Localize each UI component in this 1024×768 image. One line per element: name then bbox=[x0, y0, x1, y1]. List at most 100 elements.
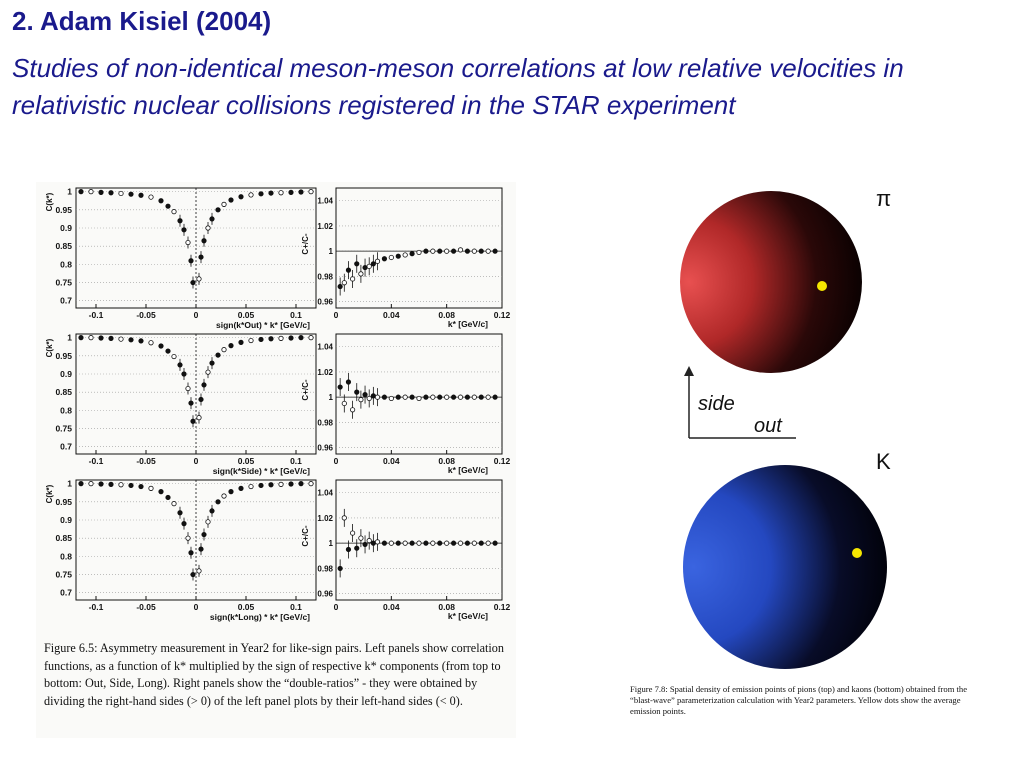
cf-data-point bbox=[248, 483, 254, 490]
cf-data-point bbox=[118, 336, 124, 342]
cf-data-point bbox=[88, 335, 94, 341]
ratio-data-point bbox=[366, 538, 372, 544]
ratio-ytick-label: 0.96 bbox=[317, 298, 333, 307]
ratio-xtick-label: 0.12 bbox=[494, 456, 511, 466]
cf-data-point bbox=[177, 362, 183, 368]
cf-data-point bbox=[118, 190, 124, 197]
ratio-data-point bbox=[430, 248, 436, 254]
ratio-data-point bbox=[450, 248, 457, 254]
cf-data-point bbox=[288, 481, 294, 487]
ratio-xtick-label: 0.12 bbox=[494, 310, 511, 320]
ratio-data-point bbox=[430, 394, 436, 400]
ratio-data-point bbox=[492, 394, 498, 400]
cf-data-point bbox=[190, 418, 196, 424]
ratio-data-point bbox=[337, 565, 343, 572]
ratio-data-point bbox=[337, 384, 343, 390]
ratio-data-point bbox=[444, 394, 450, 400]
cf-data-point bbox=[177, 218, 183, 224]
cf-ytick-label: 1 bbox=[67, 479, 72, 489]
cf-ytick-label: 0.9 bbox=[60, 515, 72, 525]
ratio-data-point bbox=[492, 248, 498, 254]
cf-data-point bbox=[228, 197, 234, 203]
cf-data-point bbox=[201, 238, 207, 244]
cf-data-point bbox=[298, 481, 304, 487]
cf-data-point bbox=[248, 337, 254, 344]
ratio-data-point bbox=[464, 248, 471, 254]
ratio-data-point bbox=[388, 540, 394, 546]
ratio-data-point bbox=[345, 546, 352, 553]
cf-data-point bbox=[221, 347, 227, 353]
ratio-ytick-label: 0.98 bbox=[317, 564, 333, 573]
cf-ytick-label: 0.7 bbox=[60, 442, 72, 452]
cf-xtick-label: -0.05 bbox=[136, 602, 156, 612]
cf-data-point bbox=[165, 203, 171, 209]
ratio-xtick-label: 0.04 bbox=[383, 456, 400, 466]
cf-data-point bbox=[205, 225, 211, 231]
cf-data-point bbox=[138, 338, 144, 344]
cf-data-point bbox=[258, 482, 264, 489]
cf-data-point bbox=[98, 481, 104, 487]
ratio-frame bbox=[335, 187, 503, 309]
cf-data-point bbox=[188, 400, 194, 406]
cf-data-point bbox=[198, 254, 204, 260]
cf-ytick-label: 0.85 bbox=[55, 533, 72, 543]
ratio-ytick-label: 1 bbox=[329, 393, 334, 402]
cf-xtick-label: -0.05 bbox=[136, 310, 156, 320]
ratio-data-point bbox=[362, 541, 368, 548]
ratio-data-point bbox=[374, 258, 381, 264]
ratio-data-point bbox=[381, 256, 388, 262]
cf-data-point bbox=[196, 415, 202, 421]
cf-data-point bbox=[185, 535, 191, 541]
cf-data-point bbox=[158, 489, 164, 495]
cf-data-point bbox=[88, 189, 94, 195]
out-axis-label: out bbox=[754, 415, 783, 437]
ratio-xtick-label: 0 bbox=[334, 310, 339, 320]
cf-data-point bbox=[190, 279, 196, 286]
ratio-data-point bbox=[437, 248, 443, 254]
cf-data-point bbox=[185, 239, 191, 246]
ratio-data-point bbox=[485, 540, 491, 546]
cf-xlabel: sign(k*Long) * k* [GeV/c] bbox=[210, 612, 310, 622]
cf-data-point bbox=[148, 340, 154, 346]
ratio-data-point bbox=[349, 407, 356, 413]
ratio-data-point bbox=[354, 545, 360, 551]
cf-data-point bbox=[108, 335, 114, 341]
cf-data-point bbox=[196, 568, 202, 574]
cf-data-point bbox=[308, 189, 314, 195]
pion-mean-emission-dot bbox=[817, 281, 827, 291]
ratio-xtick-label: 0.12 bbox=[494, 602, 511, 612]
ratio-data-point bbox=[416, 395, 422, 402]
cf-ytick-label: 0.8 bbox=[60, 405, 72, 415]
ratio-ylabel: C+/C- bbox=[301, 379, 310, 400]
ratio-data-point bbox=[395, 253, 401, 259]
ratio-ytick-label: 0.98 bbox=[317, 272, 333, 281]
pion-density-disc bbox=[680, 191, 862, 373]
ratio-xtick-label: 0.08 bbox=[438, 456, 455, 466]
ratio-data-point bbox=[430, 540, 436, 546]
cf-ylabel: C(k*) bbox=[45, 338, 54, 357]
cf-data-point bbox=[108, 190, 114, 196]
pion-label: π bbox=[876, 186, 891, 211]
cf-ytick-label: 0.75 bbox=[55, 278, 72, 288]
cf-ytick-label: 0.9 bbox=[60, 223, 72, 233]
cf-data-point bbox=[138, 192, 144, 198]
cf-data-point bbox=[88, 481, 94, 487]
cf-data-point bbox=[128, 482, 134, 489]
cf-xtick-label: 0.1 bbox=[290, 456, 302, 466]
cf-data-point bbox=[288, 189, 294, 195]
cf-xtick-label: -0.1 bbox=[89, 310, 104, 320]
ratio-data-point bbox=[464, 394, 471, 400]
ratio-data-point bbox=[485, 394, 491, 400]
cf-data-point bbox=[78, 189, 84, 195]
cf-data-point bbox=[98, 335, 104, 341]
cf-data-point bbox=[201, 382, 207, 388]
emission-density-plots: π side out K bbox=[680, 186, 891, 669]
cf-data-point bbox=[185, 385, 191, 392]
ratio-ytick-label: 1 bbox=[329, 247, 334, 256]
cf-data-point bbox=[278, 335, 284, 341]
cf-data-point bbox=[148, 485, 154, 491]
ratio-ytick-label: 1.04 bbox=[317, 343, 333, 352]
cf-data-point bbox=[165, 494, 171, 501]
ratio-xtick-label: 0.04 bbox=[383, 602, 400, 612]
cf-ytick-label: 0.8 bbox=[60, 551, 72, 561]
